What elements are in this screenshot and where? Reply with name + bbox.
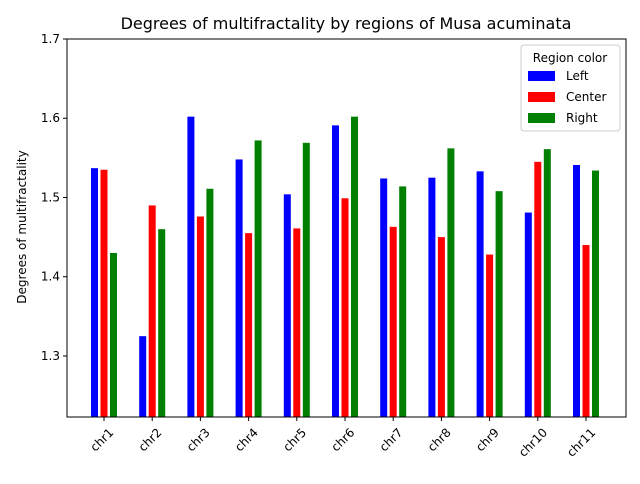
y-tick-label: 1.5	[41, 190, 60, 204]
y-tick-label: 1.3	[41, 349, 60, 363]
y-tick-label: 1.4	[41, 270, 60, 284]
bar-center-chr11	[582, 245, 590, 417]
bars-group	[91, 116, 599, 418]
bar-left-chr6	[332, 125, 339, 418]
y-tick-label: 1.7	[41, 32, 60, 46]
bar-left-chr7	[380, 178, 388, 417]
legend-items: Left Center Right	[528, 69, 606, 125]
x-tick-label: chr8	[425, 425, 454, 454]
bar-right-chr7	[399, 186, 407, 417]
bar-left-chr4	[235, 159, 243, 418]
bar-right-chr9	[495, 191, 503, 417]
bar-left-chr9	[476, 171, 484, 417]
bar-left-chr5	[283, 194, 291, 417]
bar-right-chr6	[351, 116, 358, 418]
legend-label-right: Right	[566, 111, 598, 125]
x-tick-label: chr7	[377, 425, 406, 454]
x-axis: chr1 chr2 chr3 chr4 chr5 chr6 chr7 chr8 chr9 chr1…	[88, 417, 598, 460]
bar-left-chr2	[139, 336, 147, 417]
bar-right-chr11	[592, 170, 599, 417]
bar-center-chr10	[534, 161, 542, 417]
legend-label-left: Left	[566, 69, 589, 83]
bar-right-chr2	[158, 229, 166, 417]
y-axis-label: Degrees of multifractality	[15, 150, 29, 303]
legend-label-center: Center	[566, 90, 606, 104]
plot-frame	[66, 38, 627, 418]
bar-center-chr8	[437, 237, 445, 417]
bar-left-chr10	[524, 212, 532, 417]
legend-swatch-center	[528, 92, 555, 102]
bar-left-chr1	[91, 168, 98, 417]
bar-left-chr11	[573, 165, 580, 417]
y-tick-label: 1.6	[41, 111, 60, 125]
x-tick-label: chr6	[329, 425, 358, 454]
bar-center-chr9	[486, 254, 494, 417]
legend-swatch-left	[528, 71, 555, 81]
bar-right-chr4	[254, 140, 262, 417]
x-tick-label: chr11	[564, 425, 598, 459]
bar-right-chr1	[110, 252, 117, 417]
bar-right-chr5	[302, 142, 310, 417]
legend-swatch-right	[528, 113, 555, 123]
bar-center-chr3	[196, 216, 204, 417]
bar-right-chr3	[206, 188, 214, 417]
x-tick-label: chr4	[232, 425, 261, 454]
x-tick-label: chr9	[473, 425, 502, 454]
x-tick-label: chr10	[516, 425, 550, 459]
x-tick-label: chr2	[136, 425, 165, 454]
x-tick-label: chr3	[184, 425, 213, 454]
legend: Region color Left Center Right	[520, 44, 621, 132]
bar-left-chr3	[187, 116, 195, 418]
bar-center-chr7	[389, 226, 397, 417]
bar-center-chr6	[341, 198, 349, 417]
legend-box	[520, 44, 621, 132]
bar-center-chr4	[245, 233, 253, 417]
x-tick-label: chr1	[88, 425, 117, 454]
bar-right-chr8	[447, 148, 455, 417]
x-tick-label: chr5	[280, 425, 309, 454]
legend-title: Region color	[533, 51, 608, 65]
bar-left-chr8	[428, 177, 436, 417]
bar-center-chr1	[100, 169, 108, 417]
bar-right-chr10	[543, 149, 551, 417]
bar-center-chr5	[293, 228, 301, 417]
y-axis: 1.3 1.4 1.5 1.6 1.7	[41, 32, 67, 363]
chart-title: Degrees of multifractality by regions of…	[121, 14, 572, 33]
bar-center-chr2	[148, 205, 156, 417]
